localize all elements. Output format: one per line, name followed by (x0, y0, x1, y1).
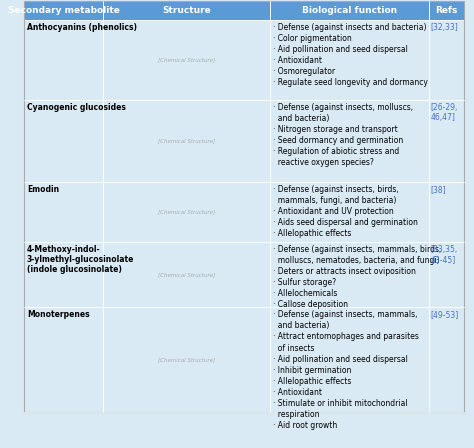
Text: Cyanogenic glucosides: Cyanogenic glucosides (27, 103, 126, 112)
Bar (428, 241, 464, 307)
Bar (24, 182, 103, 241)
Bar (24, 307, 103, 412)
Text: [Chemical Structure]: [Chemical Structure] (158, 209, 215, 215)
Text: · Defense (against insects, birds,
  mammals, fungi, and bacteria)
· Antioxidant: · Defense (against insects, birds, mamma… (273, 185, 418, 238)
Bar (103, 20, 270, 100)
Bar (428, 100, 464, 182)
Bar (428, 307, 464, 412)
Text: Structure: Structure (163, 6, 211, 15)
Bar (270, 1, 428, 20)
Bar (103, 100, 270, 182)
Bar (103, 241, 270, 307)
Text: [32,33]: [32,33] (430, 23, 458, 32)
Text: [Chemical Structure]: [Chemical Structure] (158, 272, 215, 277)
Bar (24, 1, 103, 20)
Bar (24, 20, 103, 100)
Bar (428, 1, 464, 20)
Text: [Chemical Structure]: [Chemical Structure] (158, 138, 215, 143)
Bar (270, 307, 428, 412)
Bar (103, 182, 270, 241)
Text: · Defense (against insects and bacteria)
· Color pigmentation
· Aid pollination : · Defense (against insects and bacteria)… (273, 23, 428, 87)
Text: Anthocyanins (phenolics): Anthocyanins (phenolics) (27, 23, 137, 32)
Bar (428, 20, 464, 100)
Text: [26-29,
46,47]: [26-29, 46,47] (430, 103, 457, 122)
Text: · Defense (against insects, mammals, birds,
  molluscs, nematodes, bacteria, and: · Defense (against insects, mammals, bir… (273, 245, 441, 309)
Bar (103, 307, 270, 412)
Bar (270, 241, 428, 307)
Bar (428, 182, 464, 241)
Text: · Defense (against insects, mammals,
  and bacteria)
· Attract entomophages and : · Defense (against insects, mammals, and… (273, 310, 419, 430)
Text: Biological function: Biological function (302, 6, 397, 15)
Text: [38]: [38] (430, 185, 446, 194)
Text: [33,35,
43-45]: [33,35, 43-45] (430, 245, 457, 264)
Text: Monoterpenes: Monoterpenes (27, 310, 90, 319)
Text: · Defense (against insects, molluscs,
  and bacteria)
· Nitrogen storage and tra: · Defense (against insects, molluscs, an… (273, 103, 413, 168)
Bar (24, 100, 103, 182)
Bar (24, 241, 103, 307)
Text: [Chemical Structure]: [Chemical Structure] (158, 57, 215, 62)
Text: Refs: Refs (435, 6, 457, 15)
Bar (270, 20, 428, 100)
Bar (270, 182, 428, 241)
Text: [Chemical Structure]: [Chemical Structure] (158, 358, 215, 362)
Text: Emodin: Emodin (27, 185, 59, 194)
Bar (270, 100, 428, 182)
Text: 4-Methoxy-indol-
3-ylmethyl-glucosinolate
(indole glucosinolate): 4-Methoxy-indol- 3-ylmethyl-glucosinolat… (27, 245, 134, 274)
Text: Secondary metabolite: Secondary metabolite (8, 6, 120, 15)
Text: [49-53]: [49-53] (430, 310, 458, 319)
Bar (103, 1, 270, 20)
